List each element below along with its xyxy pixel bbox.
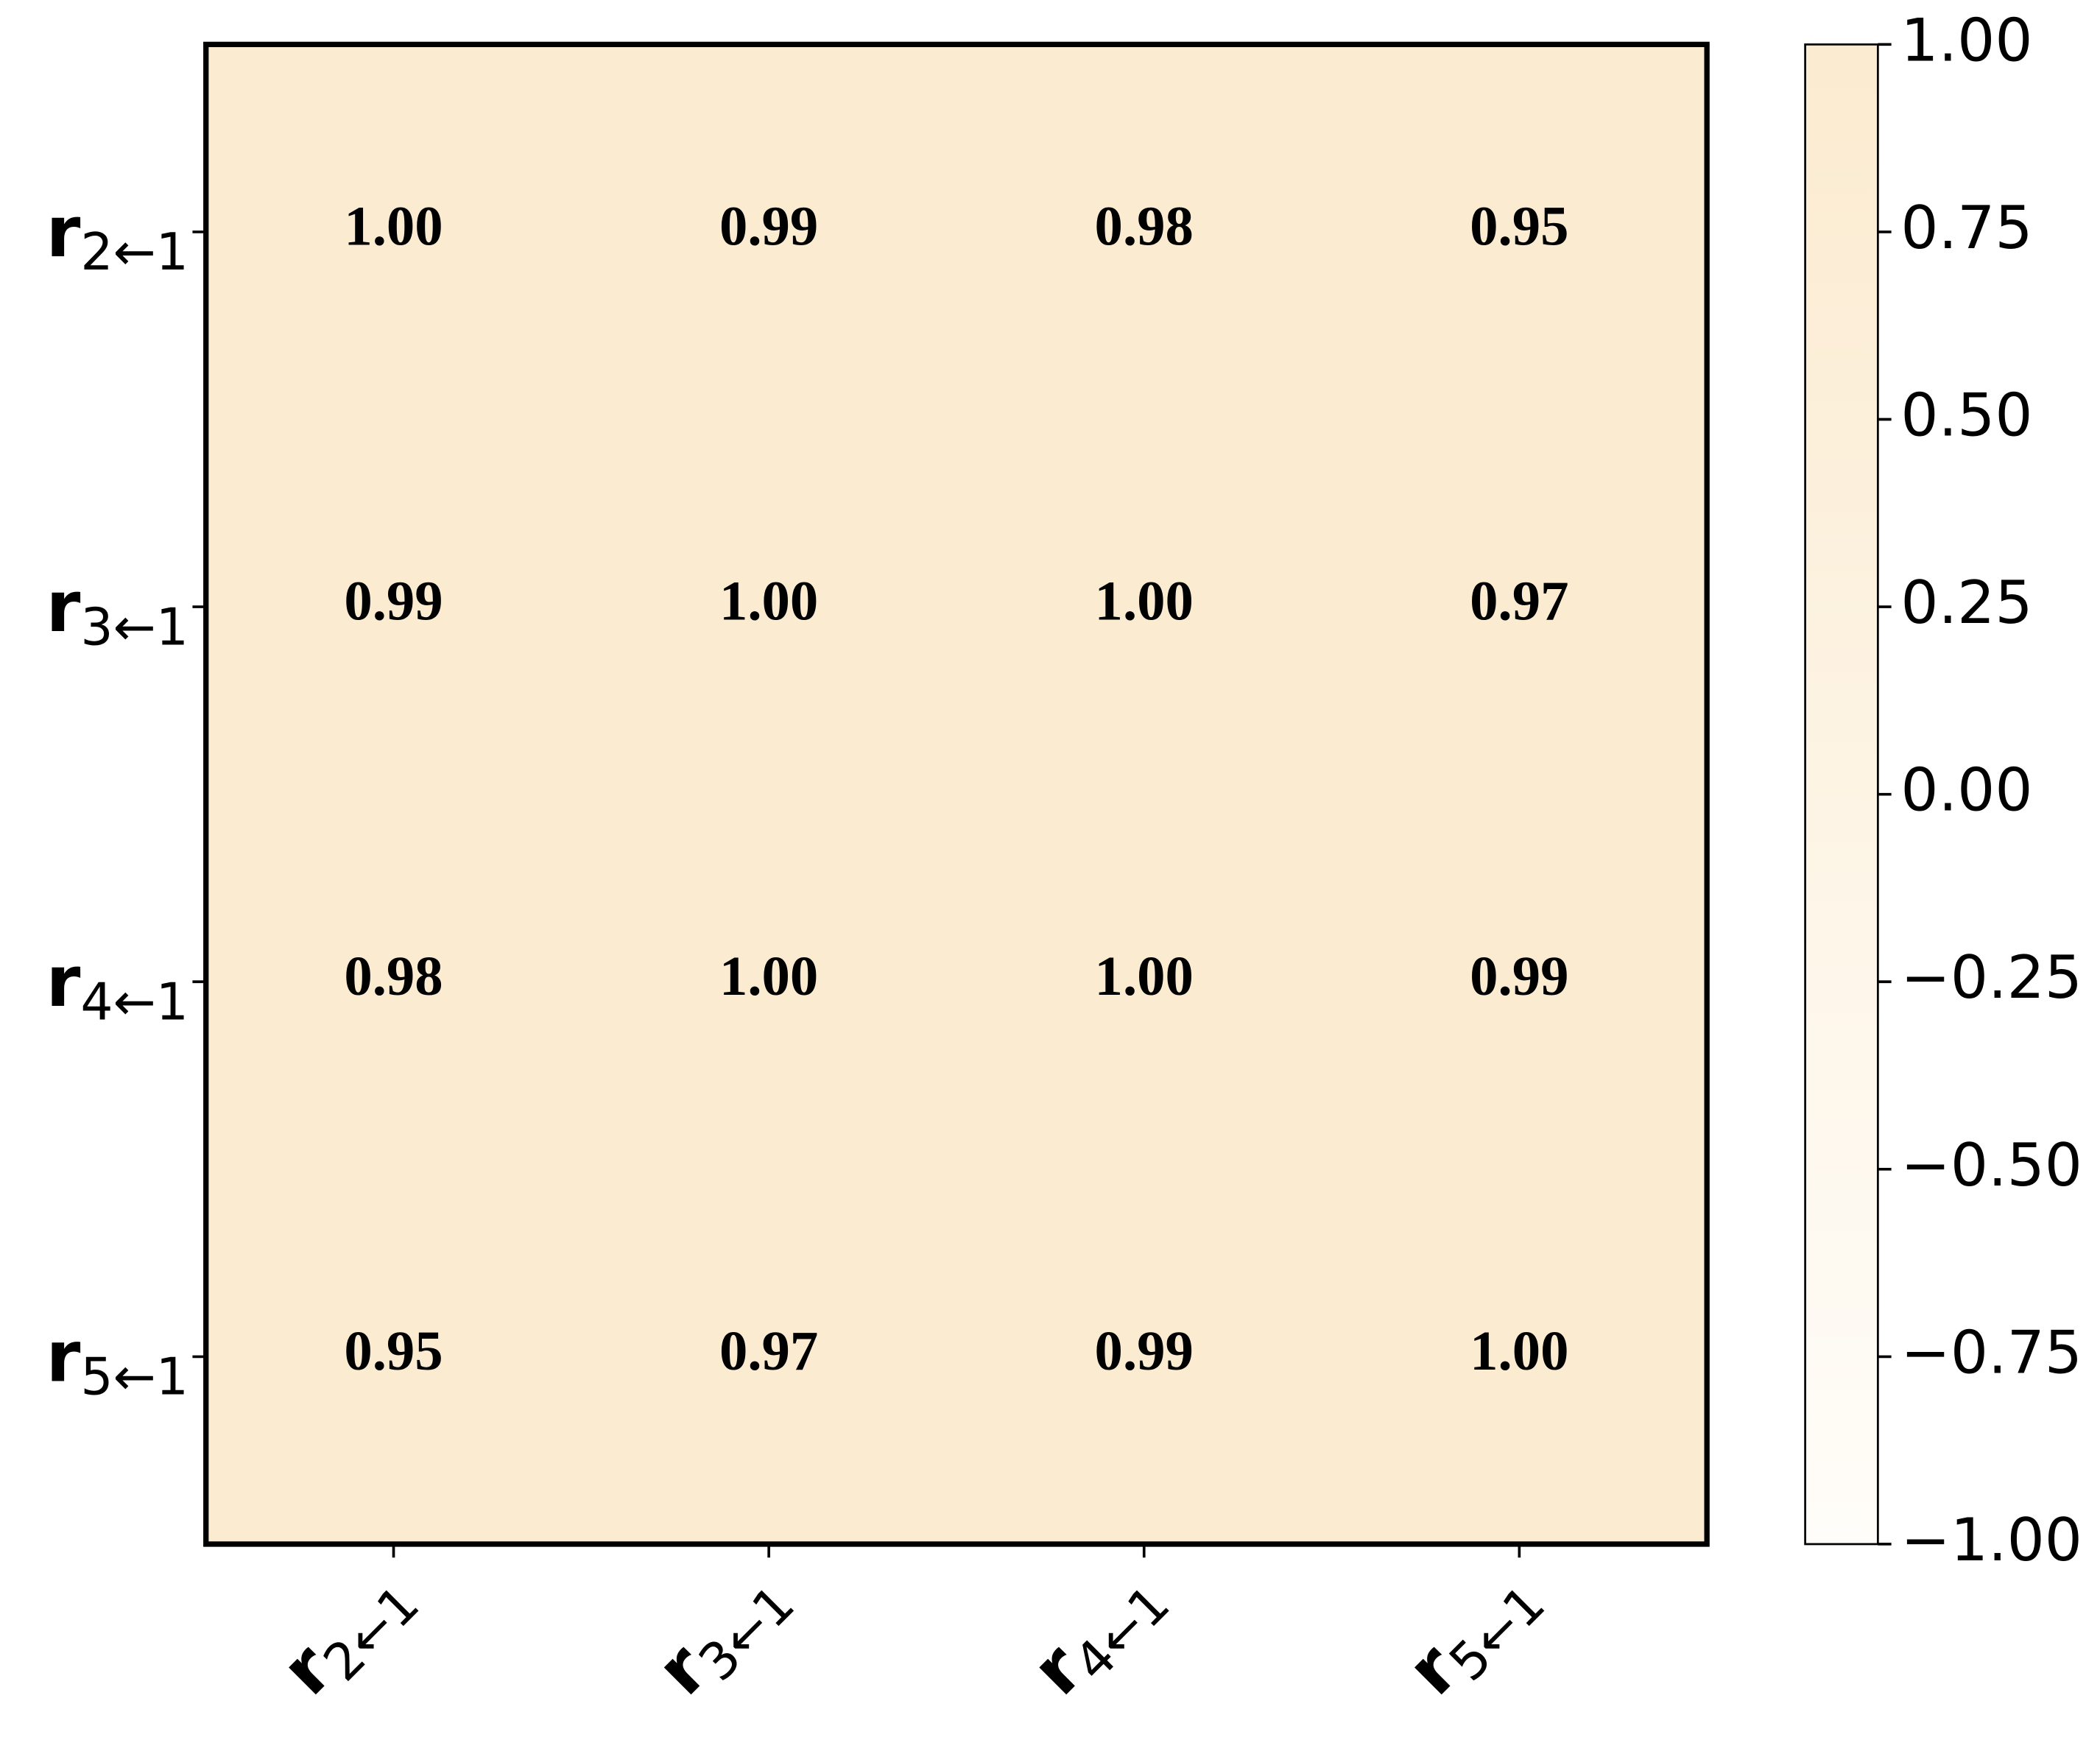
cell-value-label: 1.00	[719, 945, 818, 1007]
colorbar-tick-label: −1.00	[1900, 1505, 2082, 1574]
cell-value-label: 1.00	[1470, 1320, 1568, 1382]
y-tick-label: r5←1	[46, 1317, 188, 1406]
label-symbol: r	[46, 1317, 80, 1398]
label-symbol: r	[46, 192, 80, 273]
colorbar-tick-label: 1.00	[1900, 5, 2032, 74]
colorbar-tick-label: 0.50	[1900, 380, 2032, 449]
label-subscript: 2←1	[80, 223, 188, 282]
cell-value-label: 1.00	[1095, 945, 1194, 1007]
heatmap-cell	[956, 44, 1333, 420]
label-symbol: r	[46, 567, 80, 648]
x-tick-label: r2←1	[267, 1553, 431, 1717]
colorbar-tick-label: −0.75	[1900, 1317, 2082, 1387]
heatmap-cell	[1331, 44, 1708, 420]
heatmap-cell	[1331, 1169, 1708, 1545]
cell-value-label: 1.00	[719, 570, 818, 633]
x-tick-label: r5←1	[1392, 1553, 1557, 1717]
y-tick-label: r3←1	[46, 567, 188, 657]
cell-value-label: 0.97	[1470, 570, 1568, 633]
heatmap-cell	[205, 419, 582, 795]
colorbar-tick-label: 0.25	[1900, 568, 2032, 637]
cell-value-label: 0.99	[1095, 1320, 1194, 1382]
cell-value-label: 0.99	[344, 570, 443, 633]
heatmap-cell	[1331, 794, 1708, 1170]
cell-value-label: 0.99	[719, 195, 818, 258]
y-tick-label: r4←1	[46, 942, 188, 1032]
colorbar-tick-label: −0.50	[1900, 1130, 2082, 1200]
heatmap-cell	[581, 1169, 957, 1545]
heatmap-cell	[956, 794, 1333, 1170]
heatmap-cell	[205, 1169, 582, 1545]
cell-value-label: 1.00	[1095, 570, 1194, 633]
heatmap-cell	[205, 794, 582, 1170]
x-tick-label: r4←1	[1017, 1553, 1181, 1717]
x-tick-label: r3←1	[641, 1553, 806, 1717]
cell-value-label: 0.98	[344, 945, 443, 1007]
label-subscript: 5←1	[80, 1348, 188, 1407]
cell-value-label: 1.00	[344, 195, 443, 258]
heatmap-cell	[581, 44, 957, 420]
label-subscript: 3←1	[80, 598, 188, 657]
plot-frame	[203, 41, 1710, 1547]
heatmap-cell	[581, 794, 957, 1170]
label-subscript: 4←1	[80, 973, 188, 1032]
cell-value-label: 0.95	[1470, 195, 1568, 258]
colorbar	[1804, 43, 1879, 1546]
heatmap-cell	[956, 419, 1333, 795]
colorbar-tick-label: −0.25	[1900, 943, 2082, 1012]
cell-value-label: 0.98	[1095, 195, 1194, 258]
cell-value-label: 0.95	[344, 1320, 443, 1382]
label-symbol: r	[46, 942, 80, 1023]
cell-value-label: 0.99	[1470, 945, 1568, 1007]
heatmap-cell	[205, 44, 582, 420]
cell-value-label: 0.97	[719, 1320, 818, 1382]
colorbar-tick-label: 0.75	[1900, 193, 2032, 262]
heatmap-cell	[1331, 419, 1708, 795]
heatmap-cell	[581, 419, 957, 795]
y-tick-label: r2←1	[46, 192, 188, 282]
heatmap-cell	[956, 1169, 1333, 1545]
colorbar-tick-label: 0.00	[1900, 755, 2032, 825]
